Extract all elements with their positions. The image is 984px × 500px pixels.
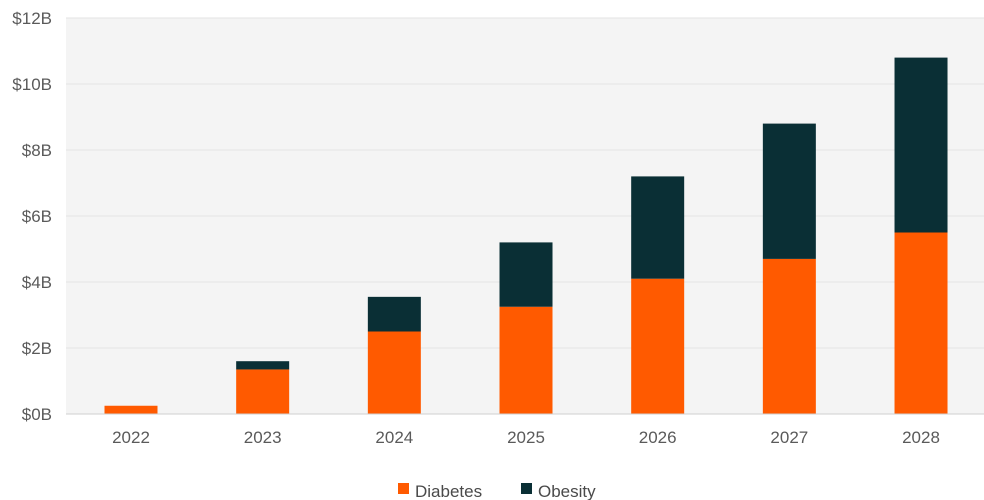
legend-swatch-diabetes — [398, 483, 409, 494]
y-axis-tick-labels: $0B $2B $4B $6B $8B $10B $12B — [12, 9, 52, 424]
x-tick-label: 2026 — [639, 428, 677, 447]
legend-label-obesity: Obesity — [538, 482, 596, 500]
x-tick-label: 2022 — [112, 428, 150, 447]
y-tick-label: $6B — [22, 207, 52, 226]
x-tick-label: 2025 — [507, 428, 545, 447]
x-tick-label: 2024 — [375, 428, 413, 447]
legend: Diabetes Obesity — [398, 482, 596, 500]
bar-obesity-2025 — [499, 242, 553, 307]
legend-label-diabetes: Diabetes — [415, 482, 482, 500]
bar-diabetes-2022 — [104, 405, 158, 414]
y-tick-label: $2B — [22, 339, 52, 358]
bar-diabetes-2026 — [631, 278, 685, 414]
bars — [104, 57, 948, 414]
bar-diabetes-2025 — [499, 306, 553, 414]
y-tick-label: $10B — [12, 75, 52, 94]
y-tick-label: $12B — [12, 9, 52, 28]
bar-obesity-2026 — [631, 176, 685, 279]
x-axis-tick-labels: 2022 2023 2024 2025 2026 2027 2028 — [112, 428, 940, 447]
x-tick-label: 2023 — [244, 428, 282, 447]
y-tick-label: $8B — [22, 141, 52, 160]
bar-diabetes-2023 — [236, 369, 290, 414]
y-tick-label: $4B — [22, 273, 52, 292]
bar-diabetes-2027 — [762, 258, 816, 414]
bar-diabetes-2024 — [367, 331, 421, 414]
legend-swatch-obesity — [521, 483, 532, 494]
bar-diabetes-2028 — [894, 232, 948, 414]
bar-obesity-2028 — [894, 57, 948, 233]
x-tick-label: 2027 — [770, 428, 808, 447]
bar-obesity-2024 — [367, 296, 421, 332]
y-tick-label: $0B — [22, 405, 52, 424]
x-tick-label: 2028 — [902, 428, 940, 447]
bar-obesity-2023 — [236, 361, 290, 370]
bar-obesity-2027 — [762, 123, 816, 259]
